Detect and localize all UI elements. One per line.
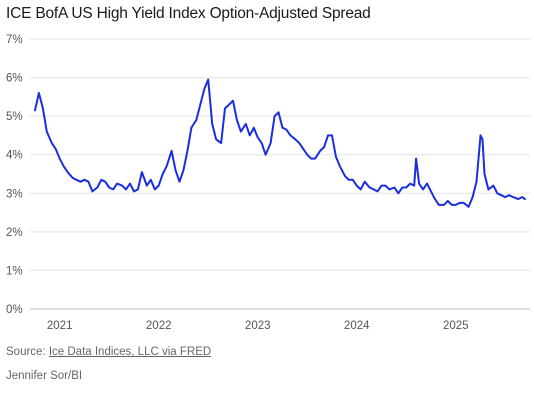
y-tick-label: 3% — [6, 188, 23, 200]
series-line-0 — [34, 78, 526, 208]
y-tick-label: 7% — [6, 34, 23, 46]
y-tick-label: 0% — [6, 304, 23, 316]
y-tick-label: 4% — [6, 150, 23, 162]
x-tick-label: 2024 — [344, 320, 370, 332]
x-tick-label: 2022 — [146, 320, 172, 332]
credit-note: Jennifer Sor/BI — [6, 370, 83, 382]
y-tick-label: 6% — [6, 73, 23, 85]
source-prefix: Source: — [6, 346, 49, 358]
y-axis-ticks: 0% 1% 2% 3% 4% 5% 6% 7% — [6, 34, 23, 316]
x-axis-ticks: 2021 2022 2023 2024 2025 — [47, 320, 469, 332]
gridlines — [30, 38, 530, 310]
series-layer — [34, 78, 526, 208]
x-tick-label: 2025 — [443, 320, 469, 332]
x-tick-label: 2021 — [47, 320, 73, 332]
source-note: Source: Ice Data Indices, LLC via FRED — [6, 346, 211, 358]
y-tick-label: 1% — [6, 265, 23, 277]
y-tick-label: 5% — [6, 111, 23, 123]
source-link[interactable]: Ice Data Indices, LLC via FRED — [48, 346, 212, 358]
y-tick-label: 2% — [6, 227, 23, 239]
x-tick-label: 2023 — [245, 320, 271, 332]
chart-title: ICE BofA US High Yield Index Option-Adju… — [6, 5, 371, 22]
